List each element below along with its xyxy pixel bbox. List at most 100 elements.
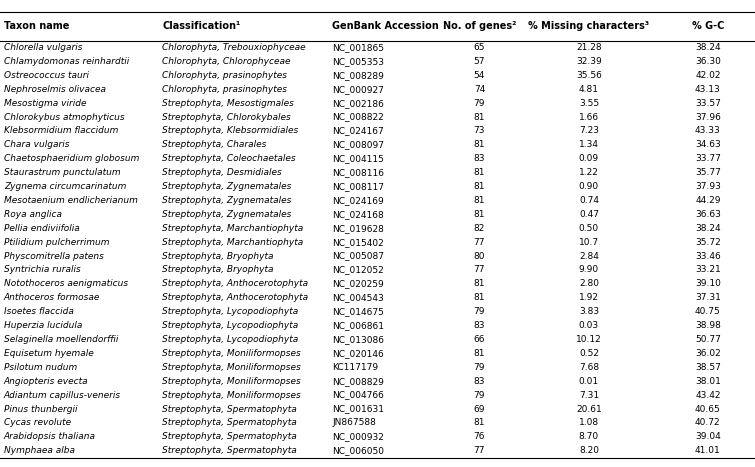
Text: 83: 83 <box>473 377 485 386</box>
Text: Streptophyta, Lycopodiophyta: Streptophyta, Lycopodiophyta <box>162 335 298 344</box>
Text: 81: 81 <box>473 293 485 302</box>
Text: Roya anglica: Roya anglica <box>4 210 62 219</box>
Text: KC117179: KC117179 <box>332 363 378 372</box>
Text: 4.81: 4.81 <box>579 85 599 94</box>
Text: Nymphaea alba: Nymphaea alba <box>4 446 75 455</box>
Text: 39.10: 39.10 <box>695 279 721 289</box>
Text: Streptophyta, Spermatophyta: Streptophyta, Spermatophyta <box>162 432 297 441</box>
Text: 37.93: 37.93 <box>695 182 721 191</box>
Text: 77: 77 <box>473 446 485 455</box>
Text: Streptophyta, Mesostigmales: Streptophyta, Mesostigmales <box>162 99 294 108</box>
Text: Streptophyta, Zygnematales: Streptophyta, Zygnematales <box>162 182 291 191</box>
Text: NC_020259: NC_020259 <box>332 279 384 289</box>
Text: 79: 79 <box>473 390 485 400</box>
Text: 79: 79 <box>473 99 485 108</box>
Text: 40.72: 40.72 <box>695 418 720 427</box>
Text: 0.09: 0.09 <box>579 154 599 163</box>
Text: 57: 57 <box>473 57 485 66</box>
Text: Mesostigma viride: Mesostigma viride <box>4 99 86 108</box>
Text: NC_008289: NC_008289 <box>332 71 384 80</box>
Text: 81: 81 <box>473 210 485 219</box>
Text: Pellia endiviifolia: Pellia endiviifolia <box>4 224 79 233</box>
Text: Streptophyta, Charales: Streptophyta, Charales <box>162 141 267 149</box>
Text: Streptophyta, Spermatophyta: Streptophyta, Spermatophyta <box>162 404 297 413</box>
Text: Streptophyta, Marchantiophyta: Streptophyta, Marchantiophyta <box>162 224 304 233</box>
Text: 43.13: 43.13 <box>695 85 721 94</box>
Text: NC_005353: NC_005353 <box>332 57 384 66</box>
Text: 66: 66 <box>473 335 485 344</box>
Text: 69: 69 <box>473 404 485 413</box>
Text: Chaetosphaeridium globosum: Chaetosphaeridium globosum <box>4 154 139 163</box>
Text: GenBank Accession: GenBank Accession <box>332 21 439 31</box>
Text: 83: 83 <box>473 321 485 330</box>
Text: Streptophyta, Klebsormidiales: Streptophyta, Klebsormidiales <box>162 127 298 135</box>
Text: NC_024169: NC_024169 <box>332 196 384 205</box>
Text: 2.80: 2.80 <box>579 279 599 289</box>
Text: 80: 80 <box>473 252 485 261</box>
Text: Equisetum hyemale: Equisetum hyemale <box>4 349 94 358</box>
Text: Streptophyta, Coleochaetales: Streptophyta, Coleochaetales <box>162 154 296 163</box>
Text: 0.50: 0.50 <box>579 224 599 233</box>
Text: 44.29: 44.29 <box>695 196 720 205</box>
Text: 65: 65 <box>473 43 485 52</box>
Text: 2.84: 2.84 <box>579 252 599 261</box>
Text: 40.75: 40.75 <box>695 307 721 316</box>
Text: 1.22: 1.22 <box>579 168 599 177</box>
Text: Notothoceros aenigmaticus: Notothoceros aenigmaticus <box>4 279 128 289</box>
Text: Mesotaenium endlicherianum: Mesotaenium endlicherianum <box>4 196 137 205</box>
Text: No. of genes²: No. of genes² <box>442 21 516 31</box>
Text: Streptophyta, Bryophyta: Streptophyta, Bryophyta <box>162 252 274 261</box>
Text: 10.7: 10.7 <box>579 238 599 247</box>
Text: NC_008822: NC_008822 <box>332 113 384 121</box>
Text: NC_024167: NC_024167 <box>332 127 384 135</box>
Text: 1.92: 1.92 <box>579 293 599 302</box>
Text: 35.72: 35.72 <box>695 238 721 247</box>
Text: 38.01: 38.01 <box>695 377 721 386</box>
Text: Ptilidium pulcherrimum: Ptilidium pulcherrimum <box>4 238 109 247</box>
Text: Streptophyta, Moniliformopses: Streptophyta, Moniliformopses <box>162 390 301 400</box>
Text: Physcomitrella patens: Physcomitrella patens <box>4 252 103 261</box>
Text: Anthoceros formosae: Anthoceros formosae <box>4 293 100 302</box>
Text: NC_004543: NC_004543 <box>332 293 384 302</box>
Text: 81: 81 <box>473 279 485 289</box>
Text: 33.46: 33.46 <box>695 252 721 261</box>
Text: 79: 79 <box>473 307 485 316</box>
Text: 7.23: 7.23 <box>579 127 599 135</box>
Text: NC_019628: NC_019628 <box>332 224 384 233</box>
Text: Chlorella vulgaris: Chlorella vulgaris <box>4 43 82 52</box>
Text: Klebsormidium flaccidum: Klebsormidium flaccidum <box>4 127 118 135</box>
Text: Streptophyta, Zygnematales: Streptophyta, Zygnematales <box>162 196 291 205</box>
Text: 81: 81 <box>473 141 485 149</box>
Text: 36.63: 36.63 <box>695 210 721 219</box>
Text: 76: 76 <box>473 432 485 441</box>
Text: Classification¹: Classification¹ <box>162 21 241 31</box>
Text: 36.02: 36.02 <box>695 349 721 358</box>
Text: 38.24: 38.24 <box>695 224 720 233</box>
Text: NC_001631: NC_001631 <box>332 404 384 413</box>
Text: Syntrichia ruralis: Syntrichia ruralis <box>4 266 81 275</box>
Text: Streptophyta, Chlorokybales: Streptophyta, Chlorokybales <box>162 113 291 121</box>
Text: 7.68: 7.68 <box>579 363 599 372</box>
Text: 81: 81 <box>473 113 485 121</box>
Text: NC_002186: NC_002186 <box>332 99 384 108</box>
Text: 37.96: 37.96 <box>695 113 721 121</box>
Text: NC_006050: NC_006050 <box>332 446 384 455</box>
Text: NC_008116: NC_008116 <box>332 168 384 177</box>
Text: Chlorophyta, prasinophytes: Chlorophyta, prasinophytes <box>162 85 288 94</box>
Text: Taxon name: Taxon name <box>4 21 69 31</box>
Text: 39.04: 39.04 <box>695 432 721 441</box>
Text: 54: 54 <box>473 71 485 80</box>
Text: Selaginella moellendorffii: Selaginella moellendorffii <box>4 335 118 344</box>
Text: Arabidopsis thaliana: Arabidopsis thaliana <box>4 432 96 441</box>
Text: 81: 81 <box>473 418 485 427</box>
Text: NC_000927: NC_000927 <box>332 85 384 94</box>
Text: Huperzia lucidula: Huperzia lucidula <box>4 321 82 330</box>
Text: Streptophyta, Anthocerotophyta: Streptophyta, Anthocerotophyta <box>162 293 309 302</box>
Text: 0.90: 0.90 <box>579 182 599 191</box>
Text: 81: 81 <box>473 168 485 177</box>
Text: 8.20: 8.20 <box>579 446 599 455</box>
Text: % G-C: % G-C <box>692 21 724 31</box>
Text: NC_000932: NC_000932 <box>332 432 384 441</box>
Text: NC_005087: NC_005087 <box>332 252 384 261</box>
Text: Streptophyta, Moniliformopses: Streptophyta, Moniliformopses <box>162 363 301 372</box>
